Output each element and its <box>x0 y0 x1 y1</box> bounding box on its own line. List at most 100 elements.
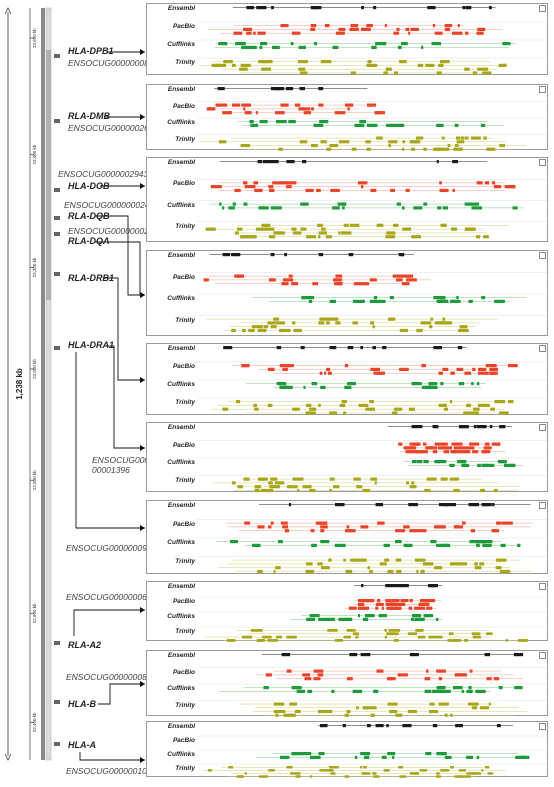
exon-block <box>313 677 321 681</box>
exon-block <box>508 400 514 404</box>
exon-block <box>343 223 349 227</box>
exon-block <box>426 385 434 389</box>
exon-block <box>488 702 491 706</box>
exon-block <box>271 6 274 10</box>
connector-arrowhead <box>140 183 145 189</box>
track-label-cufflinks: Cufflinks <box>167 459 195 466</box>
exon-block <box>273 569 276 574</box>
exon-block <box>409 485 417 489</box>
exon-block <box>269 485 280 489</box>
exon-block <box>517 543 521 547</box>
exon-block <box>408 503 418 507</box>
track-label-trinity: Trinity <box>175 628 195 635</box>
exon-block <box>311 543 317 547</box>
exon-block <box>388 140 398 144</box>
exon-block <box>436 71 442 75</box>
exon-block <box>349 223 353 227</box>
exon-block <box>476 181 483 185</box>
exon-block <box>292 477 304 481</box>
exon-block <box>235 42 239 46</box>
exon-block <box>242 635 253 639</box>
scale-arrow-top <box>4 7 12 15</box>
exon-block <box>460 775 471 778</box>
panel-tracks-svg <box>197 253 547 333</box>
exon-block <box>244 185 256 189</box>
exon-block <box>210 185 222 189</box>
exon-block <box>382 346 387 350</box>
exon-block <box>484 653 491 657</box>
exon-block <box>476 31 484 35</box>
exon-block <box>416 460 421 464</box>
exon-block <box>330 188 340 193</box>
track-panel: Ensembl PacBio Cufflinks Trinity <box>146 250 548 336</box>
track-label-pacbio: PacBio <box>172 23 195 30</box>
exon-block <box>246 31 252 35</box>
exon-block <box>256 6 267 10</box>
exon-block <box>243 27 252 31</box>
exon-block <box>424 689 432 693</box>
exon-block <box>383 769 389 772</box>
exon-block <box>223 42 228 46</box>
exon-block <box>268 525 272 529</box>
track-label-ensembl: Ensembl <box>167 252 195 259</box>
exon-block <box>203 278 209 282</box>
exon-block <box>484 540 493 544</box>
exon-block <box>480 706 489 710</box>
exon-block <box>415 558 426 562</box>
exon-block <box>436 752 447 756</box>
exon-block <box>237 227 243 231</box>
track-label-trinity: Trinity <box>175 765 195 772</box>
exon-block <box>420 460 423 464</box>
exon-block <box>396 278 403 282</box>
gene-id-label: ENSOCUG00000008993 <box>66 672 161 682</box>
exon-block <box>360 185 364 189</box>
panel-tracks-svg <box>197 584 547 642</box>
exon-block <box>432 24 436 28</box>
exon-block <box>471 706 478 710</box>
ruler-tick-label: 22,600 kb <box>32 603 37 623</box>
exon-block <box>269 367 275 371</box>
exon-block <box>376 371 385 375</box>
exon-block <box>226 639 236 642</box>
exon-block <box>251 543 261 547</box>
exon-block <box>285 87 294 91</box>
exon-block <box>464 136 469 140</box>
exon-block <box>231 63 236 67</box>
exon-block <box>284 529 290 533</box>
exon-block <box>228 766 234 769</box>
connector-arrowhead <box>140 607 145 613</box>
exon-block <box>488 6 492 10</box>
exon-block <box>253 403 257 407</box>
exon-block <box>314 755 321 759</box>
exon-block <box>275 713 279 717</box>
exon-block <box>250 629 258 632</box>
gene-marker <box>54 188 60 192</box>
gene-id-label: ENSOCUG00000009103 <box>66 543 161 553</box>
exon-block <box>438 371 443 375</box>
exon-block <box>261 223 271 227</box>
exon-block <box>413 206 423 210</box>
exon-block <box>370 713 376 717</box>
panel-tracks-svg <box>197 87 547 151</box>
exon-block <box>504 185 516 189</box>
exon-block <box>300 202 309 206</box>
connector-arrowhead <box>140 445 145 451</box>
exon-block <box>255 227 263 231</box>
exon-block <box>320 529 325 533</box>
exon-block <box>458 769 466 772</box>
exon-block <box>437 446 445 450</box>
exon-block <box>348 606 357 610</box>
exon-block <box>456 367 464 371</box>
exon-block <box>259 120 268 124</box>
exon-block <box>320 140 327 144</box>
exon-block <box>493 488 498 493</box>
exon-block <box>369 400 374 404</box>
gene-marker <box>54 216 60 220</box>
exon-block <box>223 346 233 350</box>
exon-block <box>383 71 388 75</box>
exon-block <box>263 325 269 329</box>
exon-block <box>367 566 371 570</box>
exon-block <box>372 325 375 329</box>
panel-tracks-svg <box>197 160 547 239</box>
exon-block <box>486 147 496 151</box>
